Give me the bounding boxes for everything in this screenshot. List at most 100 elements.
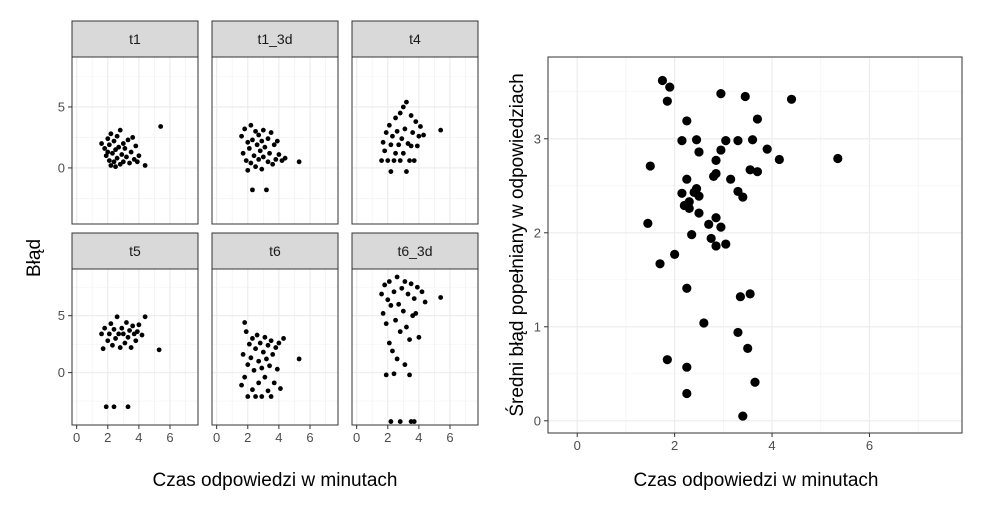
data-point — [408, 143, 414, 149]
data-point — [687, 230, 697, 240]
data-point — [265, 342, 271, 348]
data-point — [251, 367, 257, 373]
data-point — [404, 324, 409, 330]
data-point — [391, 158, 397, 164]
data-point — [396, 301, 402, 307]
data-point — [105, 136, 111, 142]
panel-border — [211, 268, 339, 426]
data-point — [110, 150, 115, 156]
data-point — [246, 341, 252, 347]
data-point — [738, 192, 748, 202]
y-tick-label: 0 — [534, 413, 541, 428]
data-point — [397, 158, 403, 164]
data-point — [386, 279, 392, 284]
data-point — [711, 241, 721, 251]
data-point — [125, 137, 131, 143]
data-point — [694, 208, 704, 218]
data-point — [259, 166, 265, 172]
data-point — [399, 136, 405, 142]
data-point — [106, 158, 112, 164]
data-point — [119, 152, 125, 157]
y-tick-label: 5 — [58, 308, 65, 323]
data-point — [682, 283, 692, 293]
x-tick-label: 2 — [384, 430, 391, 445]
data-point — [113, 164, 118, 170]
data-point — [390, 133, 395, 139]
data-point — [250, 187, 255, 193]
data-point — [111, 138, 117, 144]
facet-strip-label: t5 — [129, 243, 141, 259]
data-point — [682, 174, 692, 184]
data-point — [400, 308, 406, 314]
facet-panel-t6: t6 0 2 4 6 — [211, 232, 339, 445]
x-tick-label: 2 — [104, 430, 111, 445]
data-point — [102, 146, 108, 151]
data-point — [743, 343, 753, 353]
panel-border — [211, 56, 339, 225]
data-point — [264, 356, 269, 362]
data-point — [114, 314, 120, 320]
summary-y-axis-title: Średni błąd popełniany w odpowiedziach — [506, 73, 528, 416]
x-tick-label: 6 — [866, 438, 873, 453]
data-point — [402, 126, 408, 132]
data-point — [119, 325, 125, 331]
data-point — [256, 156, 262, 162]
facet-strip-label: t1 — [129, 31, 141, 47]
y-tick-label: 2 — [534, 225, 541, 240]
data-point — [273, 345, 279, 350]
data-point — [102, 325, 108, 331]
data-point — [643, 218, 653, 228]
data-point — [254, 142, 260, 148]
x-tick-label: 6 — [306, 430, 313, 445]
data-point — [273, 156, 279, 162]
data-point — [281, 336, 286, 341]
facet-x-axis-title: Czas odpowiedzi w minutach — [152, 470, 397, 491]
data-point — [130, 135, 136, 140]
data-point — [105, 338, 111, 344]
data-point — [128, 149, 134, 155]
facet-panel-t6-3d: t6_3d 0 2 4 6 — [351, 232, 479, 445]
data-point — [99, 331, 104, 337]
summary-scatter-plot: 0 2 4 6 0 1 2 3 — [534, 56, 963, 453]
data-point — [122, 146, 128, 151]
data-point — [110, 342, 115, 348]
data-point — [774, 154, 784, 165]
data-point — [276, 152, 282, 157]
data-point — [418, 124, 423, 129]
data-point — [256, 132, 262, 138]
data-point — [246, 146, 252, 151]
data-point — [383, 321, 389, 327]
data-point — [156, 347, 162, 353]
data-point — [393, 317, 398, 323]
panel-border — [547, 56, 963, 434]
data-point — [268, 338, 274, 344]
data-point — [699, 318, 709, 328]
data-point — [139, 332, 145, 338]
data-point — [747, 135, 758, 145]
data-point — [655, 259, 665, 269]
data-point — [120, 331, 126, 337]
data-point — [416, 133, 422, 139]
data-point — [264, 187, 269, 193]
data-point — [125, 334, 131, 340]
facet-strip — [351, 232, 479, 270]
data-point — [268, 130, 274, 135]
data-point — [158, 124, 164, 129]
data-point — [394, 128, 400, 134]
data-point — [394, 356, 400, 362]
data-point — [682, 388, 692, 399]
data-point — [127, 328, 132, 333]
data-point — [396, 142, 402, 148]
data-point — [385, 297, 391, 303]
data-point — [125, 404, 131, 410]
data-point — [276, 340, 282, 346]
facet-strip — [211, 20, 339, 58]
facet-y-axis-title: Błąd — [24, 239, 45, 277]
data-point — [242, 374, 248, 380]
data-point — [411, 419, 417, 424]
x-tick-label: 4 — [768, 438, 775, 453]
data-point — [709, 171, 719, 181]
y-tick-label: 0 — [58, 365, 65, 380]
data-point — [274, 366, 280, 372]
